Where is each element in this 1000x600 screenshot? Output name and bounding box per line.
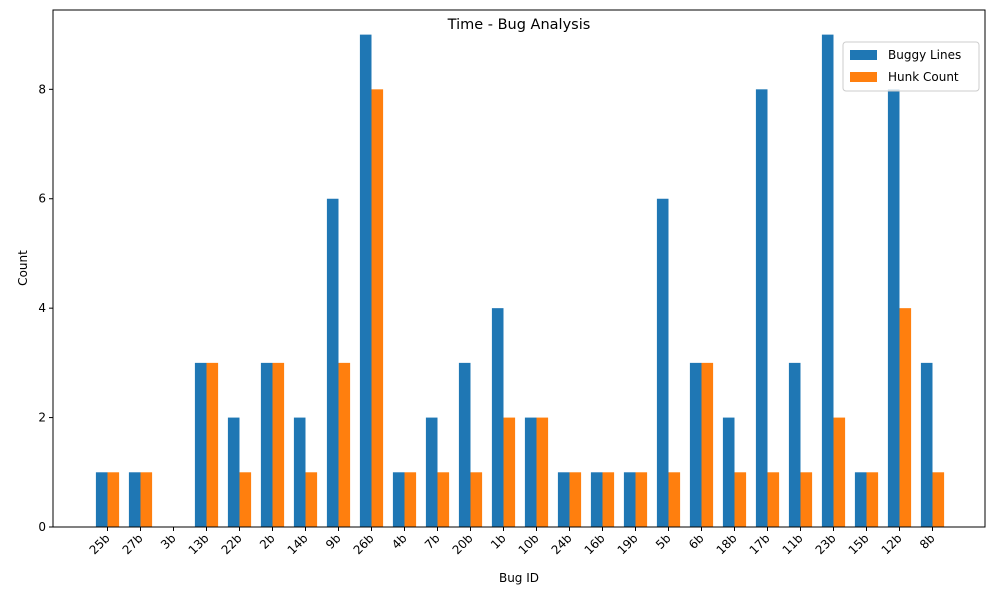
bar-hunk-count-12b: [899, 308, 912, 527]
bar-buggy-lines-10b: [524, 417, 537, 527]
x-axis: 25b 27b 3b 13b 22b 2b 14b 9b 26b 4b 7b 20b 1b 10b 24b 1…: [87, 527, 938, 557]
bar-buggy-lines-17b: [755, 89, 768, 527]
bar-hunk-count-5b: [668, 472, 681, 527]
x-tick-label: 8b: [917, 531, 938, 552]
bar-hunk-count-1b: [503, 417, 516, 527]
bar-buggy-lines-4b: [392, 472, 405, 527]
y-tick-label: 2: [38, 411, 46, 425]
bar-hunk-count-4b: [404, 472, 417, 527]
x-tick-label: 23b: [813, 531, 839, 557]
x-tick-label: 15b: [846, 531, 872, 557]
bar-hunk-count-11b: [800, 472, 813, 527]
bar-hunk-count-19b: [635, 472, 648, 527]
plot-frame: [52, 9, 986, 528]
y-tick-label: 6: [38, 192, 46, 206]
bar-hunk-count-10b: [536, 417, 549, 527]
bar-hunk-count-8b: [932, 472, 945, 527]
bar-buggy-lines-14b: [293, 417, 306, 527]
bar-buggy-lines-23b: [821, 34, 834, 528]
y-tick-label: 4: [38, 301, 46, 315]
x-tick-label: 16b: [582, 531, 608, 557]
x-tick-label: 5b: [653, 531, 674, 552]
bar-buggy-lines-8b: [920, 362, 933, 527]
bar-hunk-count-2b: [272, 362, 285, 527]
bar-hunk-count-17b: [767, 472, 780, 527]
legend-label: Buggy Lines: [888, 48, 961, 62]
bar-buggy-lines-7b: [425, 417, 438, 527]
bar-hunk-count-22b: [239, 472, 252, 527]
bar-buggy-lines-11b: [788, 362, 801, 527]
x-tick-label: 14b: [285, 531, 311, 557]
bar-buggy-lines-16b: [590, 472, 603, 527]
x-tick-label: 10b: [516, 531, 542, 557]
bar-hunk-count-9b: [338, 362, 351, 527]
x-tick-label: 24b: [549, 531, 575, 557]
bar-hunk-count-23b: [833, 417, 846, 527]
bar-buggy-lines-1b: [491, 308, 504, 527]
legend-swatch-hunk-count: [850, 72, 877, 82]
bars-group: [95, 34, 945, 528]
x-tick-label: 3b: [158, 531, 179, 552]
bar-buggy-lines-12b: [887, 89, 900, 527]
bar-hunk-count-18b: [734, 472, 747, 527]
x-tick-label: 4b: [389, 531, 410, 552]
bar-buggy-lines-6b: [689, 362, 702, 527]
bar-hunk-count-6b: [701, 362, 714, 527]
bar-buggy-lines-20b: [458, 362, 471, 527]
x-tick-label: 7b: [422, 531, 443, 552]
bar-hunk-count-25b: [107, 472, 120, 527]
y-tick-label: 0: [38, 520, 46, 534]
bar-hunk-count-14b: [305, 472, 318, 527]
bar-hunk-count-24b: [569, 472, 582, 527]
x-tick-label: 12b: [879, 531, 905, 557]
bar-hunk-count-16b: [602, 472, 615, 527]
x-tick-label: 17b: [747, 531, 773, 557]
x-tick-label: 11b: [780, 531, 806, 557]
x-tick-label: 9b: [323, 531, 344, 552]
bar-buggy-lines-5b: [656, 198, 669, 527]
x-tick-label: 20b: [450, 531, 476, 557]
chart-title: Time - Bug Analysis: [447, 17, 591, 33]
x-tick-label: 26b: [351, 531, 377, 557]
x-tick-label: 27b: [120, 531, 146, 557]
x-tick-label: 18b: [714, 531, 740, 557]
legend-label: Hunk Count: [888, 70, 959, 84]
bar-buggy-lines-13b: [194, 362, 207, 527]
x-tick-label: 22b: [219, 531, 245, 557]
legend-swatch-buggy-lines: [850, 50, 877, 60]
x-tick-label: 2b: [257, 531, 278, 552]
bar-buggy-lines-25b: [95, 472, 108, 527]
bar-buggy-lines-18b: [722, 417, 735, 527]
x-tick-label: 6b: [686, 531, 707, 552]
bar-hunk-count-13b: [206, 362, 219, 527]
bar-buggy-lines-9b: [326, 198, 339, 527]
bar-hunk-count-7b: [437, 472, 450, 527]
x-tick-label: 13b: [186, 531, 212, 557]
bar-buggy-lines-24b: [557, 472, 570, 527]
x-tick-label: 19b: [615, 531, 641, 557]
y-tick-label: 8: [38, 82, 46, 96]
y-axis: 0 2 4 6 8: [38, 82, 53, 534]
x-tick-label: 25b: [87, 531, 113, 557]
x-axis-label: Bug ID: [499, 571, 539, 585]
bar-hunk-count-26b: [371, 89, 384, 527]
bar-hunk-count-27b: [140, 472, 153, 527]
x-tick-label: 1b: [488, 531, 509, 552]
bar-buggy-lines-26b: [359, 34, 372, 528]
y-axis-label: Count: [16, 250, 30, 286]
bar-buggy-lines-2b: [260, 362, 273, 527]
bar-buggy-lines-27b: [128, 472, 141, 527]
bar-buggy-lines-22b: [227, 417, 240, 527]
legend: Buggy Lines Hunk Count: [842, 41, 980, 92]
bar-hunk-count-15b: [866, 472, 879, 527]
bar-buggy-lines-19b: [623, 472, 636, 527]
bar-hunk-count-20b: [470, 472, 483, 527]
bar-buggy-lines-15b: [854, 472, 867, 527]
